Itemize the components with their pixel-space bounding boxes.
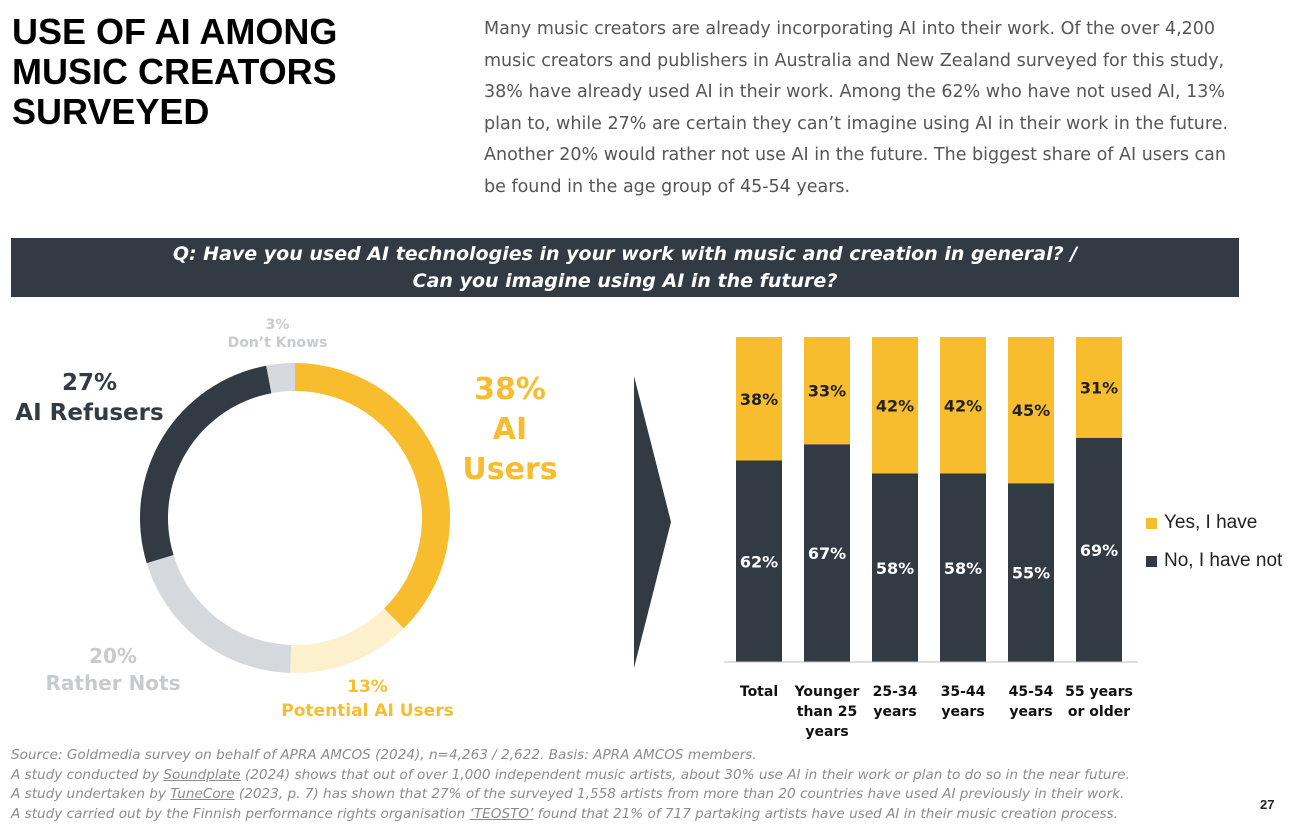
- bar-yes-1: [804, 337, 850, 445]
- donut-slice-ai-refusers: [139, 365, 272, 564]
- label-no-0: 62%: [740, 552, 778, 571]
- category-label-4: years: [1009, 704, 1052, 720]
- bar-no-5: [1076, 437, 1122, 662]
- donut-slice-potential-ai-users: [290, 608, 404, 673]
- rather-nots-pct: 20%: [89, 644, 137, 668]
- bar-yes-2: [872, 337, 918, 474]
- legend-yes: Yes, I have: [1146, 512, 1257, 534]
- ai-refusers-pct: 27%: [61, 370, 118, 396]
- footer-text: (2023, p. 7) has shown that 27% of the s…: [234, 786, 1125, 802]
- footer-note-tunecore: A study undertaken by TuneCore (2023, p.…: [11, 785, 1231, 805]
- stacked-bar-chart: 38% 62% Total 33% 67% Younger than 25 years 42% 5…: [724, 337, 1138, 740]
- dont-knows-pct: 3%: [265, 317, 290, 333]
- soundplate-link[interactable]: Soundplate: [163, 766, 241, 783]
- ai-users-pct: 38%: [474, 372, 546, 407]
- legend-label-yes: Yes, I have: [1164, 512, 1258, 533]
- intro-paragraph: Many music creators are already incorpor…: [484, 19, 1229, 197]
- label-yes-2: 42%: [876, 396, 914, 415]
- category-label-3: 35-44: [941, 684, 986, 700]
- potential-users-pct: 13%: [347, 677, 388, 697]
- label-yes-1: 33%: [808, 382, 846, 401]
- label-no-5: 69%: [1080, 541, 1118, 560]
- category-label-2: years: [873, 704, 916, 720]
- ai-users-name: AI Users: [462, 412, 558, 487]
- teosto-link[interactable]: ‘TEOSTO’: [469, 805, 534, 822]
- category-label-1: Younger: [794, 684, 860, 700]
- chevron-arrow-icon: [634, 376, 671, 668]
- rather-nots-name: Rather Nots: [45, 671, 181, 695]
- footer-source: Source: Goldmedia survey on behalf of AP…: [11, 747, 757, 763]
- bar-yes-5: [1076, 337, 1122, 438]
- ai-users-label: 38% AI Users: [440, 370, 580, 490]
- footer-notes: Source: Goldmedia survey on behalf of AP…: [11, 746, 1231, 824]
- page-title: USE OF AI AMONG MUSIC CREATORS SURVEYED: [12, 11, 338, 132]
- category-label-1: years: [805, 724, 848, 740]
- label-no-3: 58%: [944, 559, 982, 578]
- category-label-0: Total: [740, 684, 778, 700]
- label-no-4: 55%: [1012, 564, 1050, 583]
- ai-refusers-label: 27% AI Refusers: [12, 368, 167, 428]
- bar-yes-0: [736, 337, 782, 461]
- footer-note-teosto: A study carried out by the Finnish perfo…: [11, 805, 1231, 825]
- bar-no-2: [872, 473, 918, 662]
- bar-no-4: [1008, 483, 1054, 662]
- tunecore-link[interactable]: TuneCore: [170, 786, 235, 802]
- page-number: 27: [1260, 797, 1275, 812]
- legend-label-no: No, I have not: [1164, 550, 1283, 571]
- donut-slice-rather-nots: [146, 554, 292, 673]
- question-line-2: Can you imagine using AI in the future?: [412, 270, 838, 292]
- legend-swatch-yes: [1146, 517, 1157, 529]
- footer-text: A study undertaken by: [11, 786, 171, 802]
- donut-chart: [139, 363, 450, 673]
- footer-text: found that 21% of 717 partaking artists …: [533, 805, 1118, 822]
- category-label-5: or older: [1068, 704, 1130, 720]
- potential-users-name: Potential AI Users: [281, 701, 454, 721]
- category-label-2: 25-34: [873, 684, 918, 700]
- donut-slice-ai-users: [295, 363, 450, 629]
- label-yes-3: 42%: [944, 396, 982, 415]
- rather-nots-label: 20% Rather Nots: [38, 643, 188, 697]
- label-yes-0: 38%: [740, 390, 778, 409]
- footer-text: A study carried out by the Finnish perfo…: [11, 805, 470, 822]
- arrow-shape: [634, 376, 671, 668]
- footer-text: A study conducted by: [11, 766, 164, 783]
- category-label-4: 45-54: [1009, 684, 1054, 700]
- bar-no-1: [804, 444, 850, 662]
- donut-slice-don-t-knows: [266, 363, 295, 394]
- label-yes-5: 31%: [1080, 378, 1118, 397]
- label-yes-4: 45%: [1012, 401, 1050, 420]
- bar-yes-4: [1008, 337, 1054, 484]
- category-label-1: than 25: [797, 704, 857, 720]
- bar-no-3: [940, 473, 986, 662]
- footer-note-soundplate: A study conducted by Soundplate (2024) s…: [11, 766, 1231, 786]
- potential-users-label: 13% Potential AI Users: [270, 675, 465, 723]
- label-no-1: 67%: [808, 544, 846, 563]
- bar-yes-3: [940, 337, 986, 474]
- dont-knows-label: 3% Don’t Knows: [215, 316, 340, 352]
- question-line-1: Q: Have you used AI technologies in your…: [172, 243, 1078, 265]
- category-label-5: 55 years: [1065, 684, 1133, 700]
- footer-text: (2024) shows that out of over 1,000 inde…: [240, 766, 1130, 783]
- bar-no-0: [736, 460, 782, 662]
- question-banner: Q: Have you used AI technologies in your…: [11, 238, 1239, 297]
- label-no-2: 58%: [876, 559, 914, 578]
- legend-swatch-no: [1146, 555, 1157, 567]
- ai-refusers-name: AI Refusers: [15, 400, 164, 426]
- category-label-3: years: [941, 704, 984, 720]
- dont-knows-name: Don’t Knows: [227, 335, 328, 351]
- legend-no: No, I have not: [1146, 550, 1282, 572]
